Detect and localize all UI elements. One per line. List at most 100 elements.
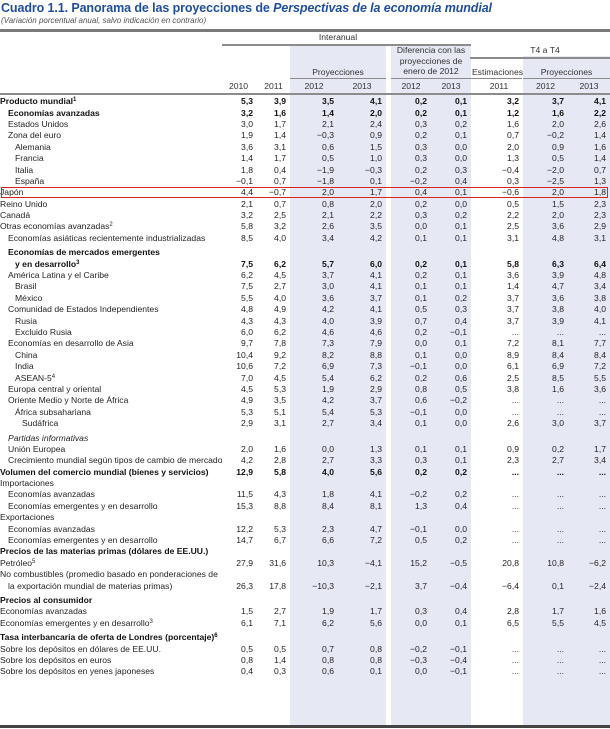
value-cell: 10,3	[317, 557, 334, 568]
rule-t4	[470, 57, 610, 59]
row-label-text: Francia	[15, 153, 44, 164]
value-cell: 0,8	[241, 654, 253, 665]
value-cell: 2,5	[507, 372, 519, 383]
row-label-text: España	[15, 175, 45, 186]
value-cell	[431, 429, 471, 443]
row-label-text: Estados Unidos	[8, 118, 69, 129]
footnote-marker: 3	[76, 259, 80, 266]
row-label-text: Economías emergentes y en desarrollo	[0, 617, 150, 628]
rule-est	[470, 78, 522, 79]
row-label-text: Tasa interbancaria de oferta de Londres …	[0, 632, 215, 643]
value-cell	[257, 546, 290, 557]
value-cell: 1,7	[274, 118, 286, 129]
table-row: Economías emergentes y en desarrollo 15,3…	[0, 501, 610, 512]
row-label: Italia	[0, 164, 222, 175]
row-label: Estados Unidos	[0, 119, 222, 130]
value-cell: 2,9	[370, 383, 382, 394]
value-cell: 3,9	[370, 315, 382, 326]
value-cell: 3,9	[552, 270, 564, 281]
value-cell: 6,5	[507, 617, 519, 628]
value-cell: 3,6	[507, 270, 519, 281]
row-label: Partidas informativas	[0, 429, 222, 443]
value-cell: 2,6	[322, 221, 334, 232]
value-cell: 0,2	[415, 258, 427, 269]
value-cell: 0,0	[455, 406, 467, 417]
value-cell: 0,0	[455, 361, 467, 372]
value-cell: −0,6	[502, 187, 519, 198]
value-cell: 0,2	[415, 327, 427, 337]
value-cell: 1,4	[322, 107, 334, 118]
value-cell: 0,3	[415, 210, 427, 221]
row-label: Economías de mercados emergentes	[0, 244, 222, 258]
value-cell: 1,7	[594, 443, 606, 454]
footnote-marker: 4	[51, 373, 56, 380]
value-cell: 0,2	[455, 210, 467, 221]
year-2011-est: 2011	[489, 81, 509, 91]
value-cell: ...	[598, 643, 606, 654]
value-cell: 0,3	[415, 141, 427, 152]
value-cell: 2,8	[274, 455, 286, 466]
value-cell: 0,9	[370, 130, 382, 141]
value-cell: 1,5	[241, 606, 253, 617]
value-cell: 3,9	[274, 96, 286, 107]
value-cell: ...	[511, 643, 519, 654]
value-cell	[290, 546, 338, 557]
value-cell: 3,5	[274, 395, 286, 406]
value-cell: 6,9	[322, 361, 334, 372]
value-cell: 2,9	[241, 418, 253, 429]
value-cell	[222, 592, 257, 606]
value-cell: 0,0	[455, 523, 467, 534]
value-cell	[523, 512, 568, 523]
value-cell: 0,3	[455, 304, 467, 315]
shade-diferencia	[391, 45, 471, 725]
footnote-marker: 5	[32, 558, 36, 565]
value-cell: 1,7	[370, 606, 382, 617]
value-cell: 1,4	[594, 153, 606, 164]
value-cell: 4,1	[594, 315, 606, 326]
value-cell	[431, 546, 471, 557]
row-label-text: Exportaciones	[0, 512, 55, 523]
header-interanual: Interanual	[318, 32, 358, 42]
value-cell: ...	[598, 654, 606, 665]
row-label-text: Economías en desarrollo de Asia	[8, 338, 134, 349]
bottom-rule	[0, 725, 610, 728]
table-row: América Latina y el Caribe 6,2 4,5 3,7 4,1 0,…	[0, 270, 610, 281]
value-cell: 7,2	[274, 361, 286, 372]
value-cell: 1,4	[594, 130, 606, 141]
value-cell: 11,5	[236, 489, 253, 500]
value-cell: −1,9	[317, 164, 334, 175]
table-row: Reino Unido 2,1 0,7 0,8 2,0 0,2 0,0 0,5 1,5 2,3	[0, 199, 610, 210]
value-cell: 3,7	[370, 395, 382, 406]
value-cell: −0,3	[317, 130, 334, 141]
row-label: Brasil	[0, 281, 222, 292]
table-row: Otras economías avanzadas2 5,8 3,2 2,6 3,5 0,…	[0, 221, 610, 232]
value-cell	[222, 546, 257, 557]
value-cell: 5,1	[274, 406, 286, 417]
table-row: Sobre los depósitos en yenes japoneses 0,…	[0, 666, 610, 677]
row-label: Zona del euro	[0, 130, 222, 141]
value-cell: 1,6	[594, 606, 606, 617]
table-row: Economías emergentes y en desarrollo 14,7…	[0, 535, 610, 546]
table-row: Partidas informativas	[0, 429, 610, 443]
value-cell: 0,4	[241, 666, 253, 677]
row-label: África subsahariana	[0, 407, 222, 418]
value-cell: 8,4	[552, 349, 564, 360]
value-cell: 14,7	[236, 535, 253, 546]
value-cell: 0,9	[507, 443, 519, 454]
value-cell: 4,0	[274, 232, 286, 243]
value-cell: 0,3	[507, 175, 519, 186]
value-cell: 1,6	[552, 107, 564, 118]
value-cell: 0,1	[455, 443, 467, 454]
year-2012-proy: 2012	[304, 81, 324, 91]
value-cell: 6,6	[322, 535, 334, 546]
value-cell	[338, 478, 386, 489]
value-cell	[290, 512, 338, 523]
value-cell: 0,2	[455, 489, 467, 500]
value-cell: −6,4	[502, 580, 519, 591]
row-label: Economías asiáticas recientemente indust…	[0, 233, 222, 244]
value-cell: 12,2	[236, 523, 253, 534]
value-cell: 31,6	[269, 557, 286, 568]
row-label: China	[0, 350, 222, 361]
row-label: Importaciones	[0, 478, 222, 489]
value-cell: 15,3	[236, 500, 253, 511]
